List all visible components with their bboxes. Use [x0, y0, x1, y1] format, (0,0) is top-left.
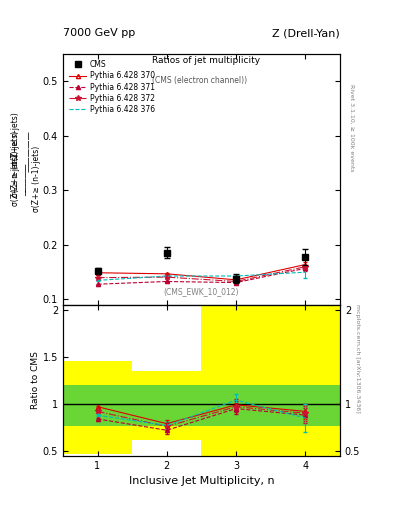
Text: —————: ————— [25, 130, 34, 172]
Y-axis label: Ratio to CMS: Ratio to CMS [31, 351, 40, 409]
Text: (CMS_EWK_10_012): (CMS_EWK_10_012) [163, 287, 239, 296]
Bar [271, 385, 340, 426]
Text: mcplots.cern.ch [arXiv:1306.3436]: mcplots.cern.ch [arXiv:1306.3436] [355, 304, 360, 413]
Bar [63, 361, 132, 454]
Text: Rivet 3.1.10, ≥ 100k events: Rivet 3.1.10, ≥ 100k events [349, 84, 354, 172]
Y-axis label: σ(Z+≥ n-jets)
───────
σ(Z+≥ (n-1)-jets): σ(Z+≥ n-jets) ─────── σ(Z+≥ (n-1)-jets) [11, 146, 41, 212]
Bar [271, 305, 340, 460]
Text: Z (Drell-Yan): Z (Drell-Yan) [272, 28, 340, 38]
Text: Ratios of jet multiplicity: Ratios of jet multiplicity [152, 56, 260, 65]
Bar [202, 305, 271, 456]
Text: σ(Z+≥ (n-1)-jets): σ(Z+≥ (n-1)-jets) [11, 131, 20, 197]
Legend: CMS, Pythia 6.428 370, Pythia 6.428 371, Pythia 6.428 372, Pythia 6.428 376: CMS, Pythia 6.428 370, Pythia 6.428 371,… [70, 60, 155, 114]
Bar [132, 385, 202, 426]
Text: 7000 GeV pp: 7000 GeV pp [63, 28, 135, 38]
Bar [202, 385, 271, 426]
Text: (CMS (electron channel)): (CMS (electron channel)) [152, 76, 247, 86]
X-axis label: Inclusive Jet Multiplicity, n: Inclusive Jet Multiplicity, n [129, 476, 274, 486]
Bar [132, 371, 202, 440]
Bar [63, 385, 132, 426]
Text: σ(Z+≥ n-jets): σ(Z+≥ n-jets) [11, 112, 20, 165]
